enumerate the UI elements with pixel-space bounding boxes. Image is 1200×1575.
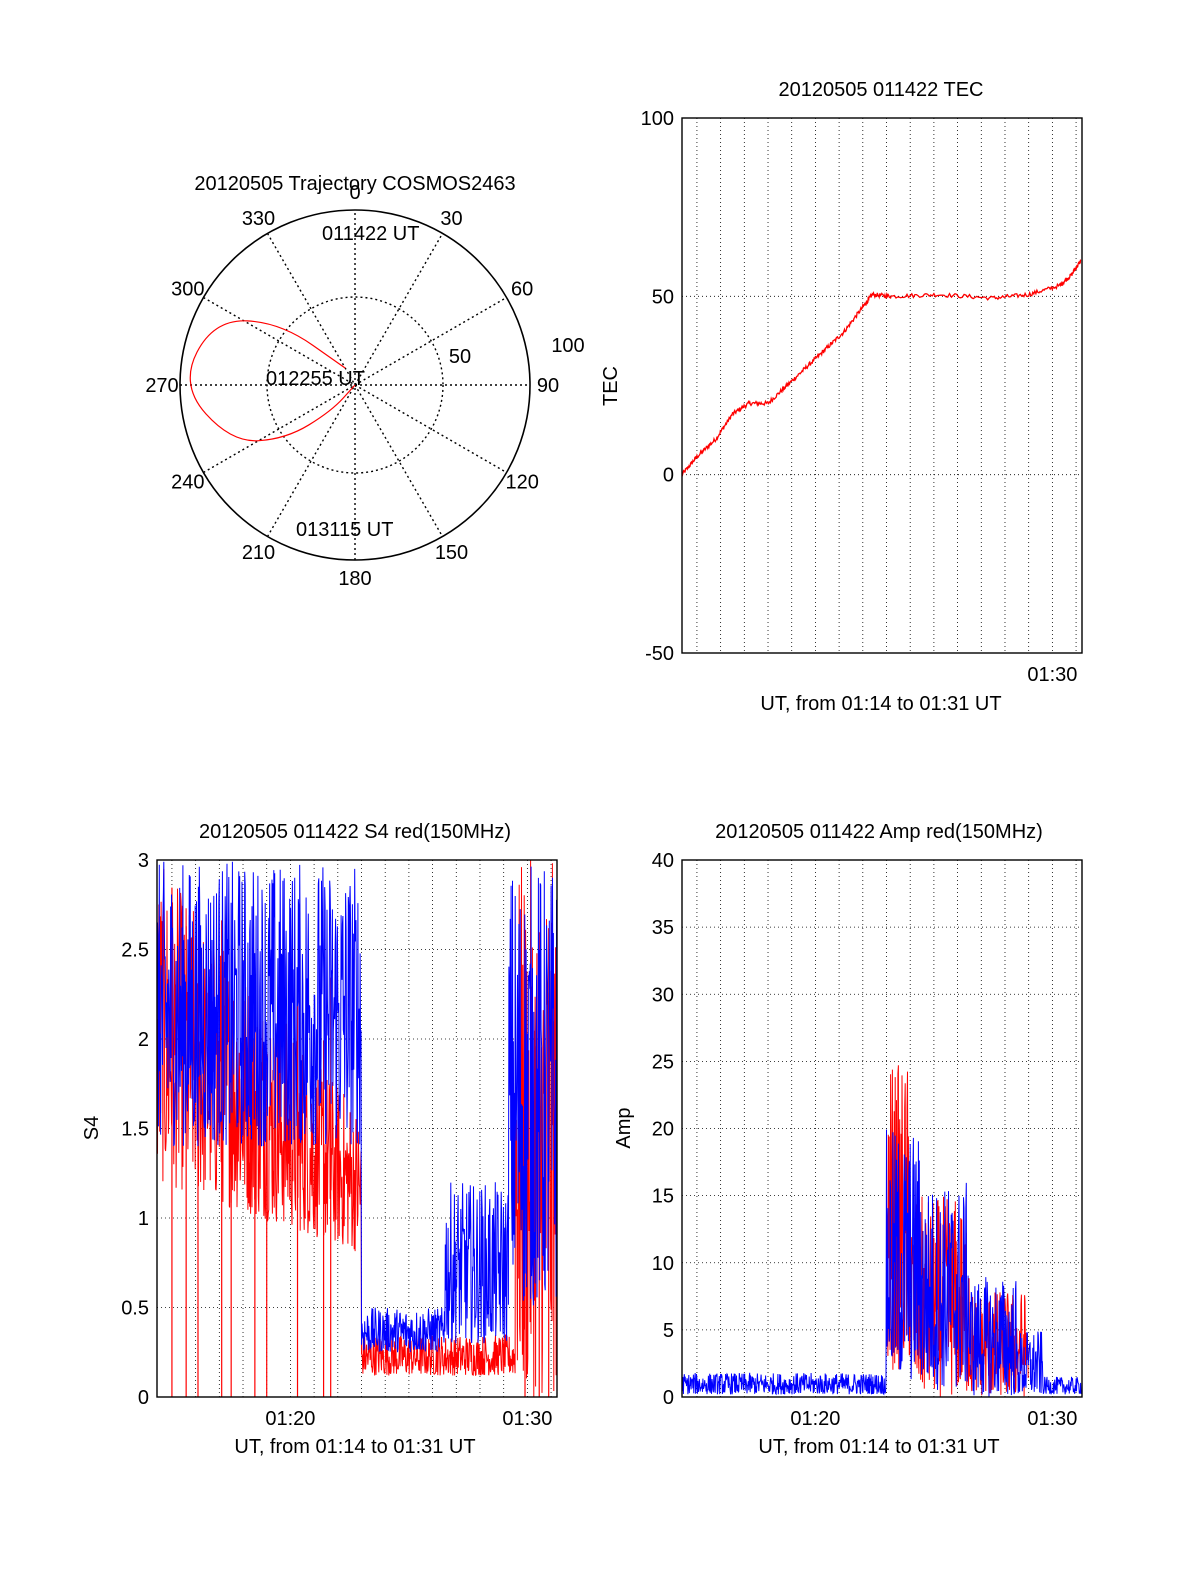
grid-lines	[682, 859, 1082, 1398]
x-tick-label: 01:30	[1027, 1408, 1077, 1430]
polar-angle-label: 300	[171, 279, 204, 301]
y-tick-label: 2.5	[121, 940, 149, 962]
x-tick-label: 01:20	[790, 1408, 840, 1430]
polar-angle-label: 60	[511, 279, 533, 301]
tec-x-axis-label: UT, from 01:14 to 01:31 UT	[760, 693, 1001, 715]
series-group	[681, 1065, 1082, 1397]
polar-angle-label: 240	[171, 472, 204, 494]
y-tick-label: 1	[138, 1208, 149, 1230]
x-tick-label: 01:20	[265, 1408, 315, 1430]
y-tick-label: 100	[641, 108, 674, 130]
y-tick-label: 0	[663, 1387, 674, 1409]
amp-chart: 20120505 011422 Amp red(150MHz) Amp UT, …	[613, 821, 1083, 1458]
y-tick-label: 3	[138, 850, 149, 872]
y-tick-label: 2	[138, 1029, 149, 1051]
grid-lines	[682, 117, 1082, 654]
polar-angle-label: 270	[145, 375, 178, 397]
y-tick-label: 10	[652, 1253, 674, 1275]
polar-angle-label: 180	[338, 568, 371, 590]
polar-angle-label: 90	[537, 375, 559, 397]
plot-frame	[681, 117, 1083, 654]
series-line	[681, 1129, 1082, 1397]
y-tick-label: 15	[652, 1186, 674, 1208]
y-tick-label: 1.5	[121, 1119, 149, 1141]
polar-angle-label: 210	[242, 542, 275, 564]
y-tick-label: 0	[138, 1387, 149, 1409]
plot-frame	[156, 859, 558, 1398]
polar-trajectory-chart: 20120505 Trajectory COSMOS2463 0 30 60 90 12…	[145, 173, 584, 590]
noisy-series-path	[156, 861, 557, 1353]
tec-chart: 20120505 011422 TEC TEC UT, from 01:14 t…	[600, 79, 1083, 715]
y-tick-label: 35	[652, 917, 674, 939]
polar-angle-label: 30	[440, 208, 462, 230]
s4-chart-title: 20120505 011422 S4 red(150MHz)	[199, 821, 511, 843]
tec-series-path	[681, 258, 1082, 477]
series-line	[681, 258, 1082, 477]
amp-x-axis-label: UT, from 01:14 to 01:31 UT	[758, 1436, 999, 1458]
x-tick-label: 01:30	[502, 1408, 552, 1430]
polar-angle-label: 0	[349, 182, 360, 204]
tec-y-axis-label: TEC	[600, 366, 622, 406]
y-tick-label: 5	[663, 1320, 674, 1342]
radial-tick-50: 50	[449, 346, 471, 368]
polar-chart-title: 20120505 Trajectory COSMOS2463	[194, 173, 515, 195]
y-tick-label: -50	[645, 643, 674, 665]
y-tick-label: 20	[652, 1119, 674, 1141]
y-tick-label: 40	[652, 850, 674, 872]
polar-angle-label: 120	[505, 472, 538, 494]
s4-y-axis-label: S4	[81, 1116, 103, 1140]
amp-y-axis-label: Amp	[613, 1107, 635, 1148]
polar-angle-label: 330	[242, 208, 275, 230]
s4-x-axis-label: UT, from 01:14 to 01:31 UT	[234, 1436, 475, 1458]
y-tick-label: 50	[652, 286, 674, 308]
noisy-series-path	[681, 1129, 1082, 1397]
y-tick-label: 25	[652, 1051, 674, 1073]
time-annotation-start: 011422 UT	[322, 223, 419, 245]
polar-outer-ring	[179, 209, 531, 561]
series-group	[681, 258, 1082, 477]
amp-chart-title: 20120505 011422 Amp red(150MHz)	[715, 821, 1043, 843]
polar-angle-labels: 0 30 60 90 120 150 180 210 240 270 300 330	[145, 182, 559, 590]
series-line	[156, 861, 557, 1353]
y-tick-label: 0.5	[121, 1298, 149, 1320]
s4-chart: 20120505 011422 S4 red(150MHz) S4 UT, fr…	[81, 821, 558, 1458]
x-tick-label: 01:30	[1027, 664, 1077, 686]
polar-angle-label: 150	[435, 542, 468, 564]
trajectory-line	[189, 320, 356, 442]
noisy-series-path	[156, 860, 557, 1397]
plot-frame	[681, 859, 1083, 1398]
time-annotation-mid: 012255 UT	[266, 368, 365, 390]
y-tick-label: 30	[652, 984, 674, 1006]
tec-chart-title: 20120505 011422 TEC	[779, 79, 984, 101]
time-annotation-end: 013115 UT	[296, 519, 393, 541]
y-tick-label: 0	[663, 465, 674, 487]
series-group	[156, 860, 557, 1397]
radial-tick-100: 100	[551, 335, 584, 357]
